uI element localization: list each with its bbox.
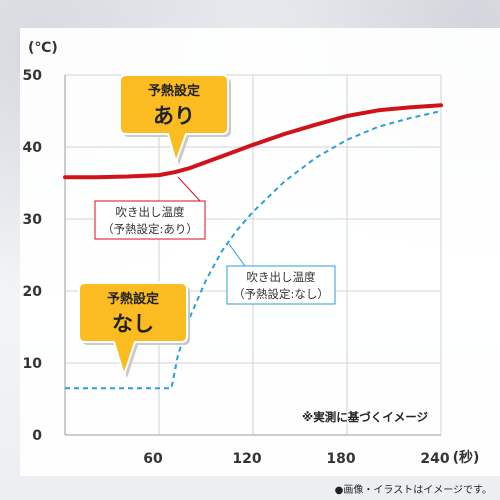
badge-with-line1: 予熱設定 (148, 83, 200, 99)
y-tick-label: 20 (23, 284, 43, 300)
annotation-with-preheat: 吹き出し温度 （予熱設定:あり） (94, 176, 206, 240)
x-tick-labels: 60 120 180 240 (143, 451, 450, 467)
image-disclaimer: ●画像・イラストはイメージです。 (334, 485, 492, 496)
y-tick-label: 30 (23, 212, 43, 228)
series-line-preheat-without (65, 110, 442, 390)
measurement-note: ※実測に基づくイメージ (302, 410, 428, 424)
y-tick-label: 50 (23, 68, 43, 84)
y-tick-label: 10 (23, 356, 43, 372)
series-line-preheat-with (63, 103, 443, 180)
y-tick-labels: 0 10 20 30 40 50 (23, 68, 43, 444)
x-tick-label: 120 (232, 451, 261, 467)
chart-panel (20, 28, 500, 476)
annotation-without-line2: （予熱設定:なし） (233, 287, 329, 301)
annotation-without-preheat: 吹き出し温度 （予熱設定:なし） (226, 243, 336, 305)
annotation-without-line1: 吹き出し温度 (247, 270, 316, 284)
annotation-with-line2: （予熱設定:あり） (102, 222, 198, 236)
badge-preheat-without: 予熱設定 なし (78, 282, 190, 379)
y-axis-label: (℃) (28, 40, 58, 56)
badge-with-line2: あり (153, 104, 195, 128)
y-tick-label: 40 (23, 140, 43, 156)
series-lines (63, 103, 443, 390)
x-axis-label: (秒) (453, 449, 480, 466)
x-tick-label: 240 (420, 451, 449, 467)
badge-without-line1: 予熱設定 (107, 291, 159, 307)
annotation-with-line1: 吹き出し温度 (116, 205, 185, 219)
badge-without-line2: なし (112, 312, 154, 336)
x-tick-label: 60 (143, 451, 163, 467)
x-tick-label: 180 (326, 451, 355, 467)
badge-preheat-with: 予熱設定 あり (119, 74, 231, 166)
y-tick-label: 0 (32, 428, 42, 444)
